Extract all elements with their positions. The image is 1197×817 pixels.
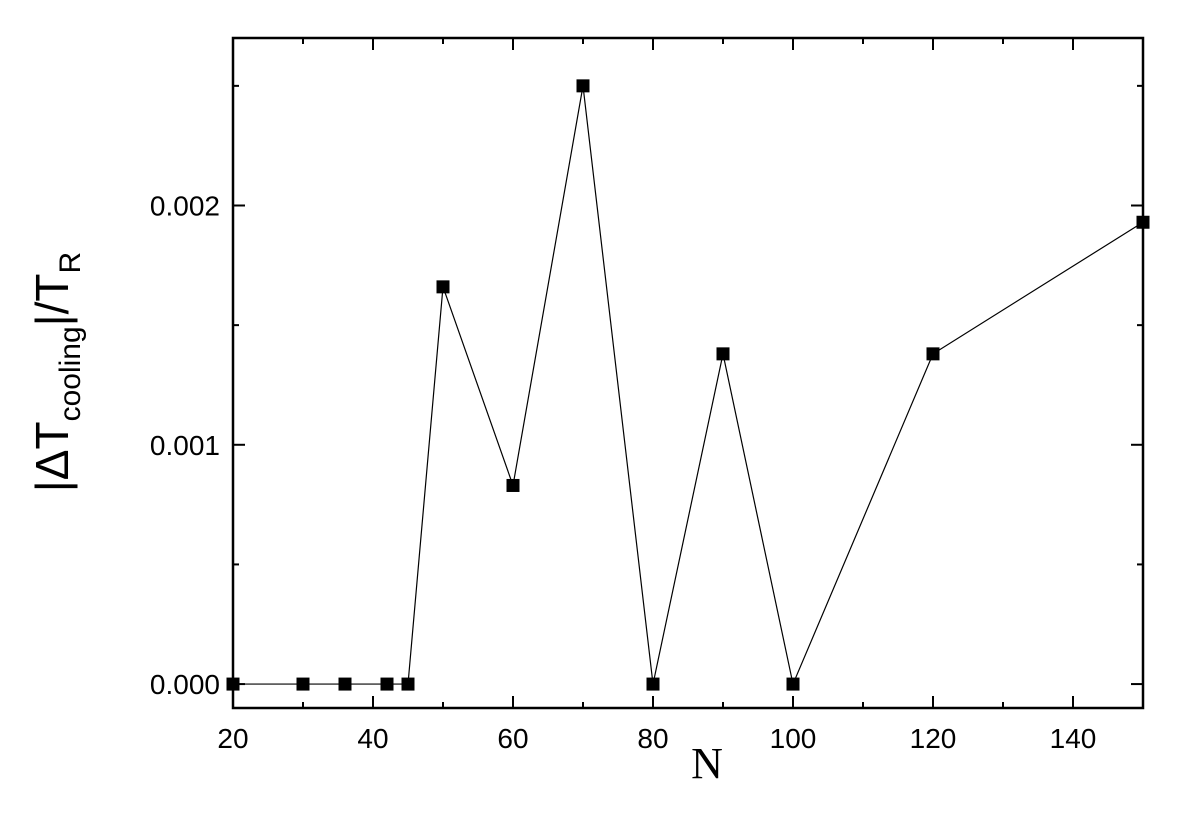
x-tick-label: 120 [910, 723, 957, 754]
x-tick-label: 60 [497, 723, 528, 754]
series-line [233, 85, 1144, 687]
y-label-slash-t: /T [26, 273, 78, 314]
plot-area-border [231, 36, 1145, 710]
y-axis-ticks: 0.000 0.001 0.002 [150, 84, 1143, 700]
x-tick-label: 20 [217, 723, 248, 754]
series-polyline [233, 85, 1144, 687]
data-point [716, 347, 730, 361]
y-label-t: T [26, 421, 78, 449]
data-point [576, 79, 590, 93]
y-tick-label: 0.002 [150, 191, 220, 222]
y-label-subscript-cooling: cooling [54, 326, 87, 421]
y-tick-label: 0.001 [150, 430, 220, 461]
plot-frame [231, 36, 1145, 710]
y-label-delta: Δ [26, 450, 78, 481]
y-label-bar-open: | [26, 480, 78, 492]
data-point [380, 677, 394, 691]
y-label-bar-close: | [26, 314, 78, 326]
data-point [338, 677, 352, 691]
x-tick-label: 40 [357, 723, 388, 754]
data-point [296, 677, 310, 691]
data-point [506, 478, 520, 492]
data-point [401, 677, 415, 691]
series-points [226, 79, 1150, 691]
y-label-subscript-r: R [54, 252, 87, 274]
y-tick-label: 0.000 [150, 669, 220, 700]
x-tick-label: 100 [770, 723, 817, 754]
data-point [926, 347, 940, 361]
data-point [226, 677, 240, 691]
data-point [786, 677, 800, 691]
x-axis-ticks: 20 40 60 80 100 120 140 [217, 38, 1144, 754]
x-tick-label: 80 [637, 723, 668, 754]
data-point [436, 280, 450, 294]
data-point [646, 677, 660, 691]
x-tick-label: 140 [1050, 723, 1097, 754]
y-axis-label: |ΔTcooling|/TR [26, 252, 87, 492]
data-point [1136, 215, 1150, 229]
x-axis-label: N [691, 739, 723, 788]
